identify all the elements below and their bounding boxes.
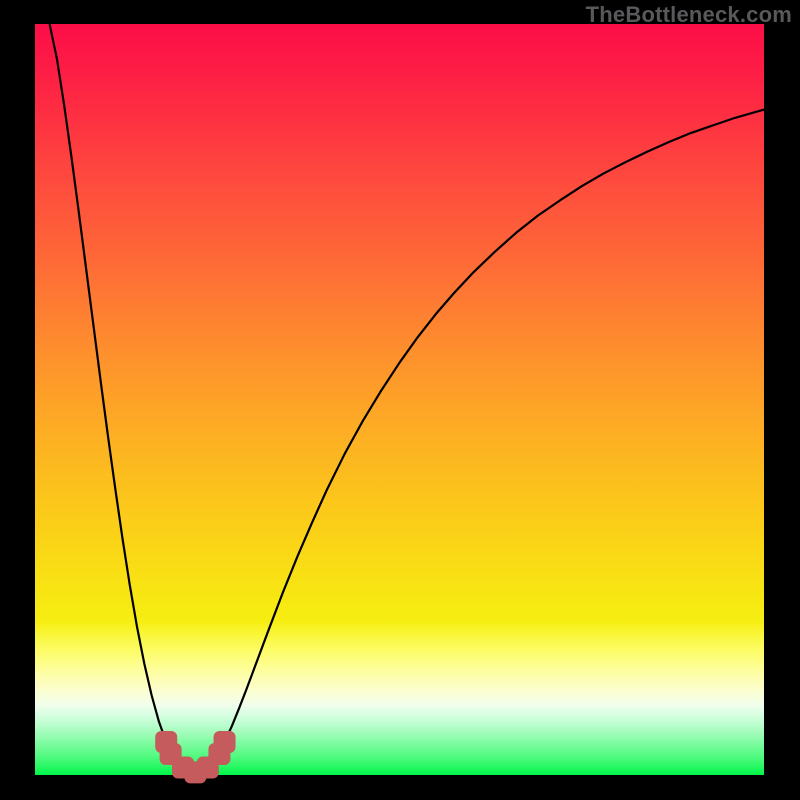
watermark-text: TheBottleneck.com <box>586 2 792 28</box>
bottleneck-chart-svg <box>0 0 800 800</box>
chart-container: TheBottleneck.com <box>0 0 800 800</box>
emphasis-marker <box>214 731 236 753</box>
